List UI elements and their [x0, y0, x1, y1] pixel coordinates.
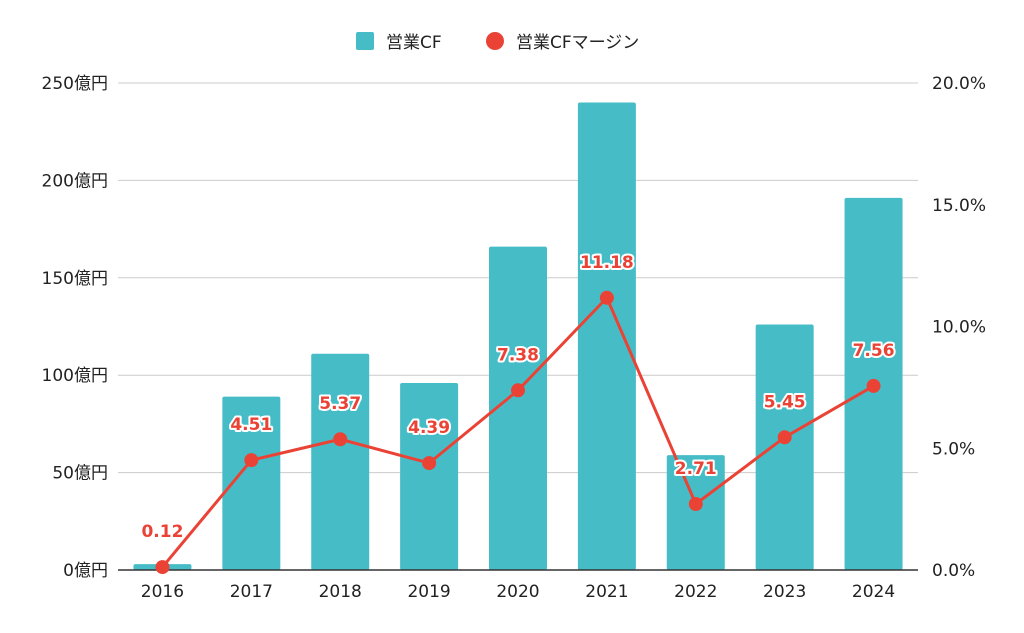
bar-series: [133, 102, 903, 570]
y-right-tick-label: 20.0%: [932, 74, 986, 94]
y-right-tick-label: 10.0%: [932, 318, 986, 338]
margin-point: [155, 560, 170, 575]
bar: [311, 353, 370, 570]
margin-point: [599, 290, 614, 305]
y-left-tick-label: 0億円: [63, 561, 108, 581]
x-tick-label: 2023: [763, 582, 806, 602]
x-tick-label: 2019: [407, 582, 450, 602]
margin-data-label: 4.51: [230, 415, 272, 435]
line-series: [155, 290, 881, 575]
y-right-tick-label: 0.0%: [932, 561, 975, 581]
margin-data-label: 0.12: [141, 522, 183, 542]
legend-line-swatch: [486, 32, 504, 50]
y-left-tick-label: 200億円: [42, 171, 108, 191]
axes: 0億円 50億円 100億円 150億円 200億円 250億円 0.0% 5.0% 10.0%…: [42, 74, 986, 602]
margin-data-label: 4.39: [408, 418, 450, 438]
margin-point: [511, 383, 525, 398]
x-tick-label: 2021: [585, 582, 628, 602]
x-tick-label: 2024: [852, 582, 895, 602]
x-tick-label: 2018: [319, 582, 362, 602]
margin-data-label: 7.38: [497, 345, 539, 365]
x-tick-label: 2020: [496, 582, 539, 602]
legend-bar-label: 営業CF: [386, 33, 442, 53]
bar: [400, 382, 459, 570]
bar: [577, 102, 636, 570]
y-left-tick-label: 150億円: [42, 269, 108, 289]
bar: [489, 246, 547, 570]
legend-line-label: 営業CFマージン: [516, 33, 639, 53]
margin-data-label: 5.37: [319, 394, 361, 414]
bar: [755, 324, 814, 570]
margin-point: [866, 378, 881, 393]
margin-data-label: 2.71: [675, 459, 717, 479]
y-left-tick-label: 50億円: [52, 464, 108, 484]
margin-data-label: 7.56: [853, 341, 895, 361]
x-tick-label: 2016: [141, 582, 184, 602]
margin-data-label: 5.45: [764, 392, 806, 412]
margin-point: [777, 430, 792, 445]
y-right-tick-label: 5.0%: [932, 439, 975, 459]
margin-point: [688, 497, 703, 512]
legend: 営業CF 営業CFマージン: [356, 32, 639, 53]
margin-data-label: 11.18: [580, 253, 634, 273]
margin-point: [333, 432, 348, 447]
y-left-tick-label: 250億円: [42, 74, 108, 94]
y-right-tick-label: 15.0%: [932, 196, 986, 216]
data-labels: 0.12 4.51 5.37 4.39 7.38 11.18 2.71 5.45 7.56: [139, 251, 896, 544]
margin-point: [244, 453, 259, 468]
legend-bar-swatch: [356, 32, 374, 50]
margin-point: [422, 456, 437, 471]
bar: [222, 396, 281, 570]
x-tick-label: 2017: [230, 582, 273, 602]
x-tick-label: 2022: [674, 582, 717, 602]
y-left-tick-label: 100億円: [42, 366, 108, 386]
bar: [666, 455, 725, 570]
